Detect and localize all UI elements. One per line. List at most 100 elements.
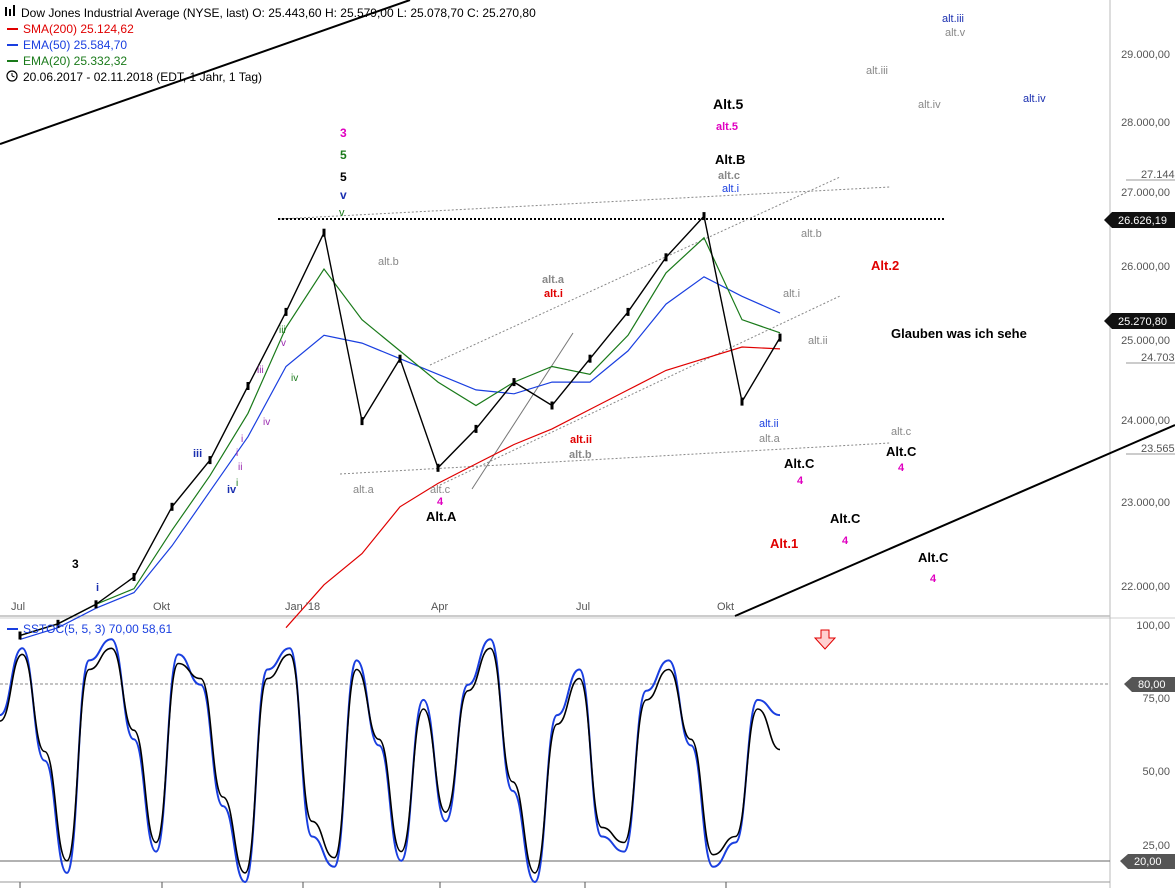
lower-trendline (734, 424, 1175, 617)
wave-label: Alt.C (886, 444, 917, 459)
sell-arrow-icon (813, 629, 837, 650)
wave-label: Alt.B (715, 152, 745, 167)
wave-label: alt.c (430, 484, 451, 496)
price-point (208, 456, 212, 465)
wave-label: 4 (842, 535, 849, 547)
wave-label: 3 (72, 557, 79, 571)
wave-label: Alt.1 (770, 536, 798, 551)
wave-label: 4 (930, 573, 937, 585)
wave-label: 5 (340, 170, 347, 184)
wave-label: alt.a (759, 433, 781, 445)
stoch-tick: 75,00 (1142, 693, 1170, 705)
price-point (398, 354, 402, 363)
level-flag-text: 26.626,19 (1118, 215, 1167, 227)
wave-label: v (340, 188, 347, 202)
clock-icon (6, 70, 18, 82)
stoch-title: SSTOC(5, 5, 3) 70,00 58,61 (23, 622, 173, 636)
wave-label: alt.ii (808, 335, 828, 347)
wave-label: ii (238, 462, 242, 473)
price-point (170, 502, 174, 511)
wave-label: iii (193, 448, 202, 460)
wave-label: iii (257, 365, 264, 376)
wave-label: Alt.C (918, 550, 949, 565)
partial-price-tick: 23.565 (1141, 443, 1175, 455)
price-line (19, 214, 781, 637)
rising-channel-top (429, 176, 841, 366)
price-point (702, 212, 706, 221)
wave-label: Alt.5 (713, 96, 744, 112)
wave-label: i (236, 448, 238, 459)
price-point (550, 401, 554, 410)
wave-label: 4 (437, 496, 444, 508)
wave-label: 4 (898, 462, 905, 474)
stoch-80-flag: 80,00 (1138, 679, 1166, 691)
price-tick: 25.000,00 (1121, 335, 1170, 347)
price-point (436, 463, 440, 472)
price-point (664, 253, 668, 262)
price-tick: 29.000,00 (1121, 49, 1170, 61)
price-points (18, 212, 782, 640)
wave-label: alt.i (722, 183, 739, 195)
stoch-d-line (0, 647, 781, 874)
price-point (626, 307, 630, 316)
wave-label: alt.v (945, 27, 966, 39)
wave-label: alt.c (891, 426, 912, 438)
price-tick: 26.000,00 (1121, 261, 1170, 273)
wave-label: iv (263, 417, 270, 428)
stoch-header: SSTOC(5, 5, 3) 70,00 58,61 (7, 622, 173, 636)
upper-trendline (0, 0, 411, 145)
wave-label: alt.i (544, 288, 563, 300)
price-flag-level: 26.626,19 (1104, 212, 1175, 228)
wave-label: Alt.C (784, 456, 815, 471)
wave-annotations: 3 i iii iv i i i ii iii iv iii v iv 3 5 … (72, 13, 1046, 594)
price-point (512, 378, 516, 387)
wave-label: iv (227, 484, 237, 496)
wave-label: alt.a (353, 484, 375, 496)
price-tick: 23.000,00 (1121, 497, 1170, 509)
price-point (740, 397, 744, 406)
date-range: 20.06.2017 - 02.11.2018 (EDT, 1 Jahr, 1 … (23, 70, 262, 84)
wave-label: 3 (340, 126, 347, 140)
wave-label: alt.a (542, 274, 565, 286)
chart-title: Dow Jones Industrial Average (NYSE, last… (21, 6, 536, 20)
bar-icon (5, 5, 15, 16)
price-point (474, 424, 478, 433)
wave-label: iv (291, 373, 298, 384)
gray-diagonal (471, 332, 574, 490)
price-axis: 29.000,00 28.000,00 27.000,00 26.000,00 … (1121, 49, 1175, 593)
wave-label: alt.5 (716, 121, 738, 133)
channel-top (279, 186, 891, 220)
price-point (284, 307, 288, 316)
wave-label: Alt.A (426, 509, 457, 524)
price-point (18, 631, 22, 640)
price-point (322, 228, 326, 237)
wave-label: i (96, 582, 99, 594)
wave-label: alt.i (783, 288, 800, 300)
time-tick: Jul (11, 601, 25, 613)
time-tick: Jan '18 (285, 601, 320, 613)
stoch-axis: 100,00 75,00 50,00 25,00 80,00 20,00 (1120, 620, 1175, 869)
price-tick: 28.000,00 (1121, 117, 1170, 129)
stoch-tick: 50,00 (1142, 766, 1170, 778)
wave-label: Alt.C (830, 511, 861, 526)
price-flag-close: 25.270,80 (1104, 313, 1175, 329)
stoch-k-line (0, 638, 781, 884)
price-point (94, 600, 98, 609)
wave-label: alt.iii (866, 65, 888, 77)
stoch-levels (0, 683, 1110, 862)
wave-label: alt.iv (918, 99, 941, 111)
wave-label: alt.b (569, 449, 592, 461)
stoch-tick: 100,00 (1136, 620, 1170, 632)
rising-channel-bottom (439, 295, 841, 486)
time-tick: Apr (431, 601, 448, 613)
partial-price-tick: 24.703 (1141, 352, 1175, 364)
price-tick: 27.000,00 (1121, 187, 1170, 199)
wave-label: 4 (797, 475, 804, 487)
time-tick: Okt (717, 601, 734, 613)
price-point (132, 573, 136, 581)
wave-label: alt.ii (570, 434, 592, 446)
annotation-text: Glauben was ich sehe (891, 326, 1027, 341)
stoch-tick: 25,00 (1142, 840, 1170, 852)
price-point (588, 354, 592, 363)
